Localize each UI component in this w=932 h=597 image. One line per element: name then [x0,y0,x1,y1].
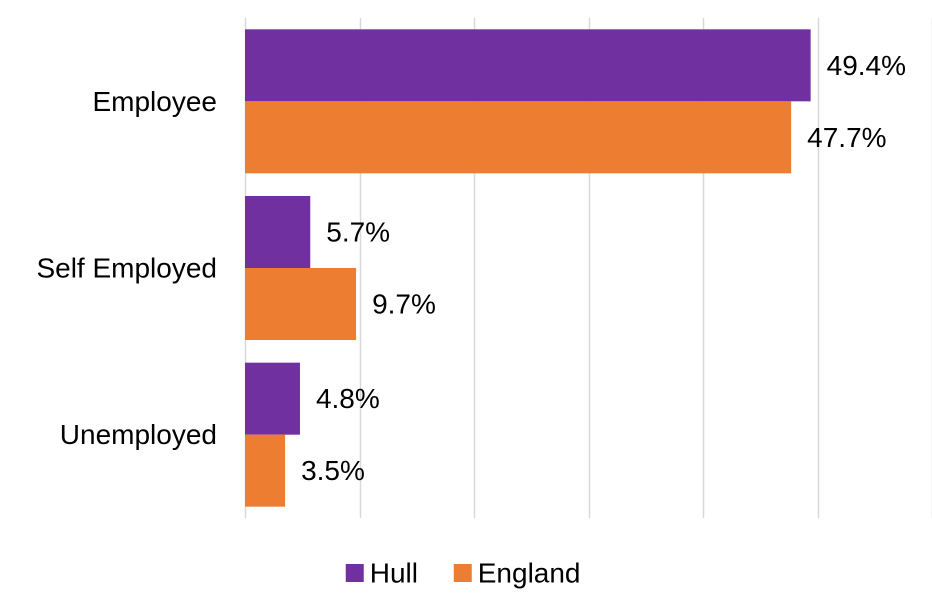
bar-england [245,434,286,507]
category-labels: Employee Self Employed Unemployed [36,86,217,450]
bar-hull [245,29,811,102]
data-label-hull: 5.7% [326,217,390,248]
legend: Hull England [345,558,581,589]
category-label-self-employed: Self Employed [36,253,217,284]
category-label-employee: Employee [92,86,217,117]
data-label-hull: 4.8% [316,383,380,414]
category-label-unemployed: Unemployed [60,419,217,450]
data-label-england: 3.5% [301,455,365,486]
bar-england [245,268,357,340]
data-label-england: 9.7% [372,289,436,320]
data-label-england: 47.7% [807,122,886,153]
bar-hull [245,196,311,268]
bar-hull [245,362,300,435]
legend-swatch-england [453,564,472,582]
data-label-hull: 49.4% [827,50,906,81]
legend-label-hull: Hull [370,558,418,589]
bars [245,29,811,507]
data-labels: 49.4% 47.7% 5.7% 9.7% 4.8% 3.5% [301,50,906,486]
legend-swatch-hull [345,564,364,582]
legend-label-england: England [478,558,581,589]
bar-england [245,101,792,174]
